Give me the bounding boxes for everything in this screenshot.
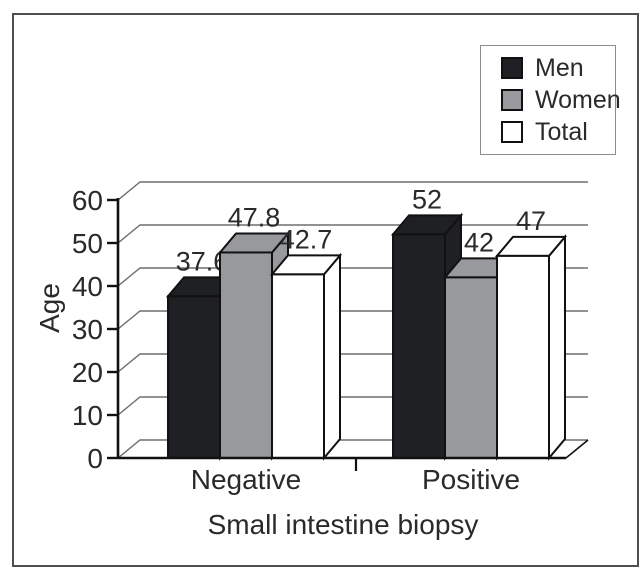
category-label-positive: Positive: [421, 464, 521, 495]
legend-item-women: Women: [501, 86, 621, 115]
y-tick-label: 50: [72, 228, 103, 259]
x-axis-title: Small intestine biopsy: [207, 509, 479, 540]
bar-men-positive: [392, 233, 446, 459]
bar-side-total-positive: [548, 234, 566, 461]
y-tick-label: 0: [87, 443, 103, 474]
legend-item-total: Total: [501, 118, 615, 147]
bar-value-label: 42.7: [280, 224, 333, 254]
y-tick-label: 60: [72, 185, 103, 216]
gridline: [117, 181, 588, 201]
bar-total-negative: [271, 273, 325, 460]
legend: Men Women Total: [480, 45, 621, 155]
bar-total-positive: [496, 254, 550, 459]
y-tick-label: 40: [72, 271, 103, 302]
bar-women-positive: [444, 276, 498, 459]
legend-label-total: Total: [535, 117, 588, 146]
legend-swatch-men: [501, 57, 523, 79]
floor-edge: [565, 439, 589, 459]
bar-men-negative: [167, 295, 221, 459]
bar-value-label: 47: [516, 206, 546, 236]
bar-value-label: 47.8: [228, 202, 281, 232]
bar-value-label: 52: [412, 184, 442, 214]
legend-label-women: Women: [535, 85, 621, 114]
bar-women-negative: [219, 251, 273, 459]
y-tick-label: 20: [72, 357, 103, 388]
y-tick-label: 10: [72, 400, 103, 431]
category-label-negative: Negative: [190, 464, 302, 495]
y-tick-label: 30: [72, 314, 103, 345]
legend-swatch-total: [501, 121, 523, 143]
legend-item-men: Men: [501, 54, 615, 83]
y-axis-title: Age: [34, 283, 65, 333]
bar-side-total-negative: [323, 252, 341, 461]
bar-value-label: 42: [464, 227, 494, 257]
legend-label-men: Men: [535, 53, 584, 82]
legend-swatch-women: [501, 89, 523, 111]
